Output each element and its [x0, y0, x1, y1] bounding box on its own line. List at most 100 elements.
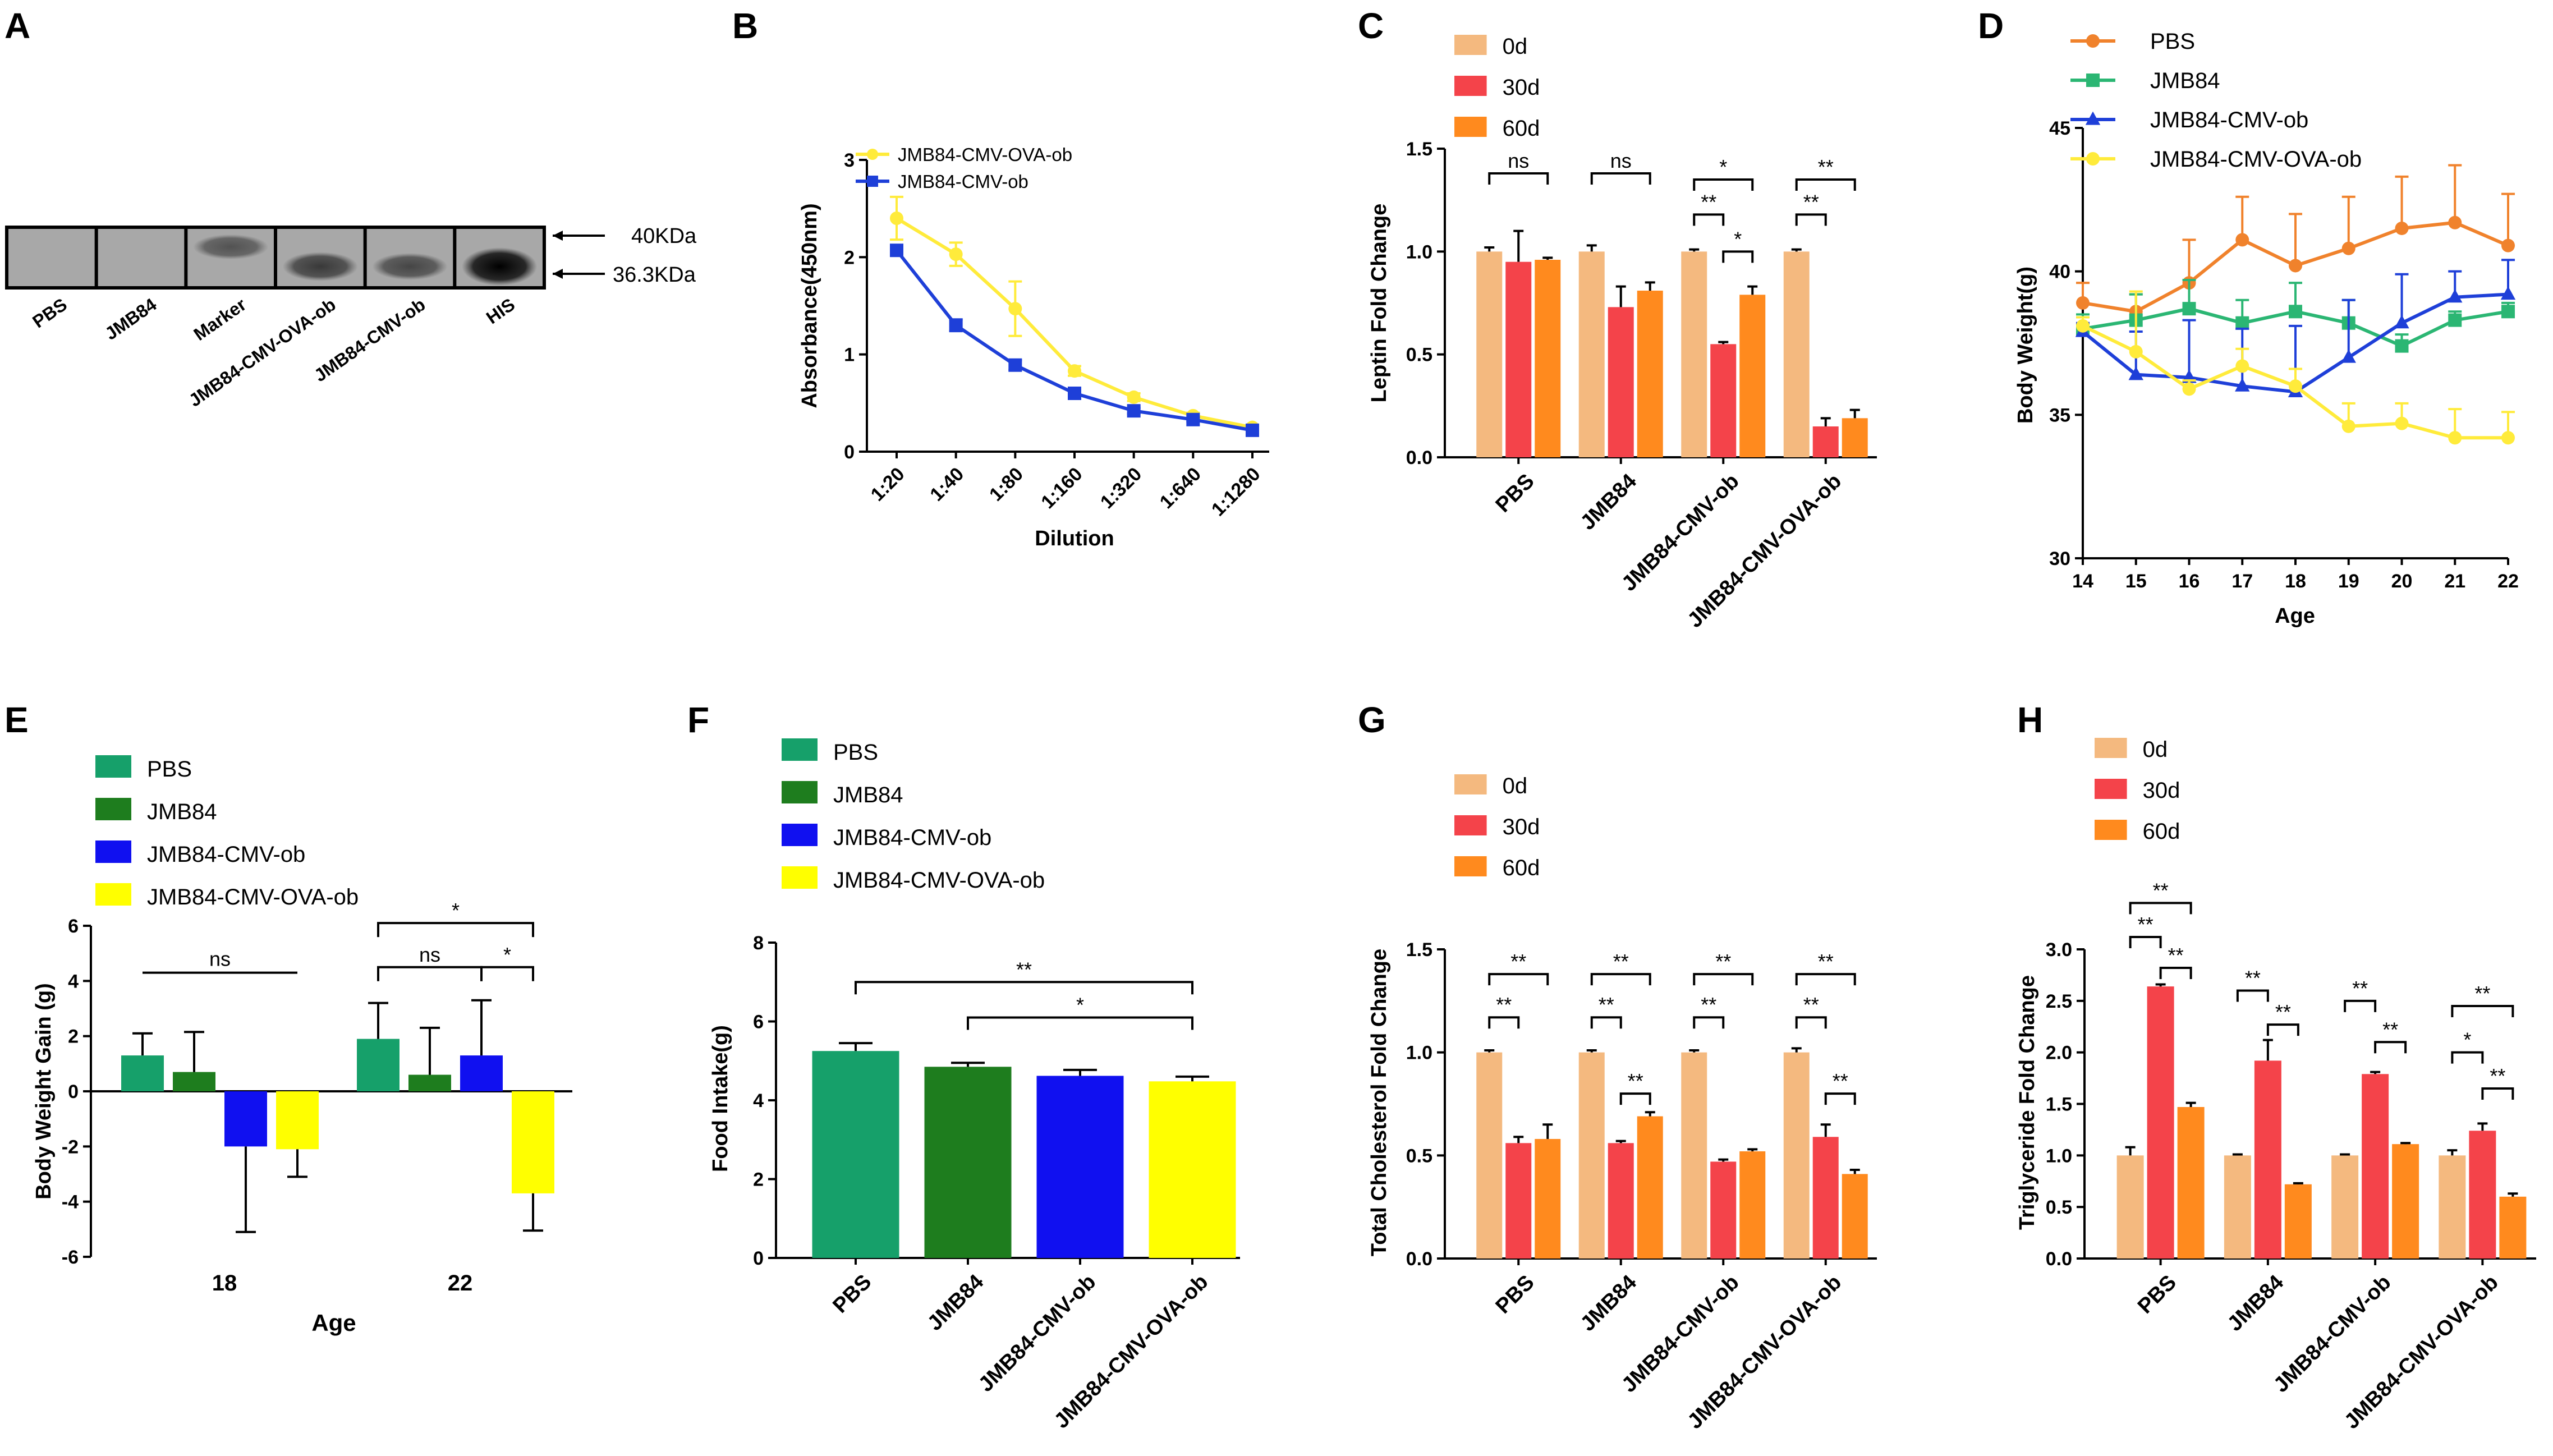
marker-label-40kda: 40KDa	[631, 224, 697, 248]
panel-h-y-tick-label: 0.0	[2046, 1248, 2072, 1270]
panel-f-bar-pbs	[812, 1051, 899, 1258]
panel-c-bar-jmb84-cmv-ob-60d	[1739, 295, 1766, 457]
marker-arrowhead-40kda	[553, 231, 563, 241]
panel-g-bar-jmb84-30d	[1608, 1143, 1634, 1259]
panel-c-y-tick-label: 1.0	[1406, 241, 1432, 263]
panel-h-bar-jmb84-cmv-ova-ob-60d	[2499, 1196, 2527, 1259]
panel-label-a: A	[4, 6, 30, 46]
panel-e-sig-line-label: ns	[209, 948, 231, 971]
panel-d-point-pbs	[2289, 259, 2302, 273]
panel-d-point-jmb84-cmv-ob	[2500, 286, 2516, 300]
panel-b-point-jmb84-cmv-ova-ob	[1068, 364, 1081, 378]
panel-h-sig-bracket-label: **	[2138, 913, 2153, 936]
panel-g-sig-bracket	[1693, 973, 1754, 986]
panel-d-legend-marker-jmb84-cmv-ova-ob	[2086, 152, 2100, 166]
panel-e-legend-label-jmb84-cmv-ob: JMB84-CMV-ob	[147, 842, 305, 867]
panel-d-y-tick-label: 40	[2049, 261, 2070, 283]
panel-h-sig-bracket	[2236, 989, 2269, 1002]
panel-f-bar-jmb84-cmv-ova-ob	[1149, 1081, 1236, 1258]
panel-d-y-tick-label: 45	[2049, 118, 2070, 139]
panel-e-bar-22-jmb84-cmv-ob	[460, 1055, 503, 1091]
panel-g-legend-label-30d: 30d	[1503, 815, 1540, 839]
panel-b-point-jmb84-cmv-ob	[1008, 358, 1022, 372]
panel-g-sig-bracket-label: **	[1510, 950, 1526, 973]
panel-e-sig-bracket	[480, 966, 534, 981]
panel-c-legend-swatch-30d	[1454, 76, 1487, 96]
panel-g-bar-pbs-0d	[1476, 1052, 1503, 1259]
panel-c-bar-pbs-0d	[1476, 251, 1503, 457]
panel-c-sig-bracket	[1722, 250, 1754, 263]
panel-e-bar-22-jmb84-cmv-ova-ob	[512, 1091, 554, 1193]
panel-e-legend-swatch-pbs	[95, 755, 131, 778]
panel-f-y-tick-label: 4	[753, 1090, 764, 1111]
panel-h-bar-jmb84-30d	[2254, 1060, 2281, 1259]
blot-band-his	[462, 247, 538, 286]
panel-f-sig-bracket-label: *	[1076, 993, 1084, 1016]
panel-c-y-tick-label: 0.5	[1406, 345, 1432, 366]
panel-h-bar-jmb84-60d	[2284, 1184, 2312, 1259]
panel-e-legend-label-jmb84: JMB84	[147, 800, 217, 824]
panel-e-bar-18-jmb84-cmv-ova-ob	[276, 1091, 319, 1150]
panel-g-sig-bracket-label: **	[1818, 950, 1834, 973]
panel-h-sig-bracket-label: **	[2168, 944, 2184, 967]
panel-d-point-pbs	[2076, 296, 2090, 310]
blot-lanes	[94, 227, 538, 288]
panel-d-point-jmb84-cmv-ova-ob	[2076, 319, 2090, 333]
panel-f-legend-swatch-jmb84-cmv-ova-ob	[782, 866, 818, 889]
panel-h-sig-bracket	[2374, 1041, 2407, 1054]
panel-h-y-tick-label: 0.5	[2046, 1197, 2072, 1218]
panel-d-x-tick-label: 21	[2444, 571, 2465, 592]
panel-d-body-weight-line-chart: 30 35 40 45 14 15 16 17 18 19 20 21 22 Age Body Weight…	[2014, 29, 2519, 628]
panel-d-point-pbs	[2501, 238, 2515, 252]
panel-h-sig-bracket-label: **	[2153, 879, 2169, 902]
panel-d-legend-label-jmb84: JMB84	[2150, 68, 2220, 93]
panel-g-sig-bracket-label: **	[1715, 950, 1731, 973]
panel-g-sig-bracket	[1488, 973, 1549, 986]
panel-d-point-pbs	[2395, 221, 2409, 235]
panel-g-sig-bracket-label: **	[1628, 1069, 1643, 1092]
panel-b-point-jmb84-cmv-ova-ob	[1008, 302, 1022, 316]
panel-e-y-tick-label: 4	[68, 971, 79, 992]
panel-d-x-tick-label: 20	[2391, 571, 2413, 592]
panel-f-legend-label-jmb84: JMB84	[833, 783, 903, 807]
panel-f-sig-bracket	[967, 1016, 1193, 1030]
panel-h-bar-pbs-0d	[2116, 1155, 2144, 1259]
panel-c-sig-bracket-label: **	[1818, 155, 1834, 178]
panel-g-sig-bracket-label: **	[1613, 950, 1629, 973]
panel-g-y-tick-label: 0.5	[1406, 1145, 1432, 1166]
panel-h-sig-bracket-label: **	[2275, 1000, 2291, 1023]
panel-g-bar-jmb84-cmv-ova-ob-60d	[1842, 1174, 1868, 1259]
panel-g-sig-bracket-label: **	[1701, 993, 1716, 1016]
panel-h-y-tick-label: 1.5	[2046, 1094, 2072, 1115]
panel-g-sig-bracket	[1795, 1016, 1827, 1029]
panel-e-x-title: Age	[311, 1310, 356, 1336]
panel-h-sig-bracket	[2481, 1087, 2514, 1100]
panel-label-b: B	[732, 6, 758, 46]
panel-b-y-tick-label: 1	[844, 345, 855, 366]
panel-e-y-tick-label: -4	[62, 1192, 79, 1213]
panel-d-x-tick-label: 16	[2179, 571, 2200, 592]
panel-e-legend-swatch-jmb84-cmv-ova-ob	[95, 883, 131, 906]
panel-e-legend-label-jmb84-cmv-ova-ob: JMB84-CMV-OVA-ob	[147, 885, 359, 910]
panel-f-legend-swatch-jmb84	[782, 781, 818, 803]
panel-g-sig-bracket	[1488, 1016, 1520, 1029]
panel-c-bar-jmb84-cmv-ob-30d	[1710, 344, 1737, 457]
panel-h-legend-label-0d: 0d	[2143, 737, 2168, 762]
panel-d-legend-marker-pbs	[2086, 34, 2100, 48]
panel-g-bar-jmb84-60d	[1637, 1116, 1663, 1259]
panel-c-sig-bracket-label: **	[1803, 190, 1819, 213]
panel-g-sig-bracket	[1824, 1092, 1856, 1105]
panel-g-bar-pbs-30d	[1505, 1143, 1532, 1259]
panel-h-legend-label-30d: 30d	[2143, 778, 2180, 803]
panel-c-sig-bracket	[1795, 213, 1827, 226]
panel-g-sig-bracket	[1619, 1092, 1651, 1105]
panel-e-y-tick-label: -6	[62, 1247, 79, 1268]
panel-g-y-tick-label: 0.0	[1406, 1248, 1432, 1270]
marker-arrowhead-36kda	[553, 269, 563, 279]
panel-b-y-tick-label: 0	[844, 442, 855, 463]
panel-label-f: F	[687, 700, 709, 740]
panel-c-bar-jmb84-0d	[1578, 251, 1605, 457]
panel-g-legend-swatch-30d	[1454, 815, 1487, 835]
panel-c-sig-bracket	[1693, 213, 1725, 226]
panel-f-legend-swatch-pbs	[782, 738, 818, 761]
